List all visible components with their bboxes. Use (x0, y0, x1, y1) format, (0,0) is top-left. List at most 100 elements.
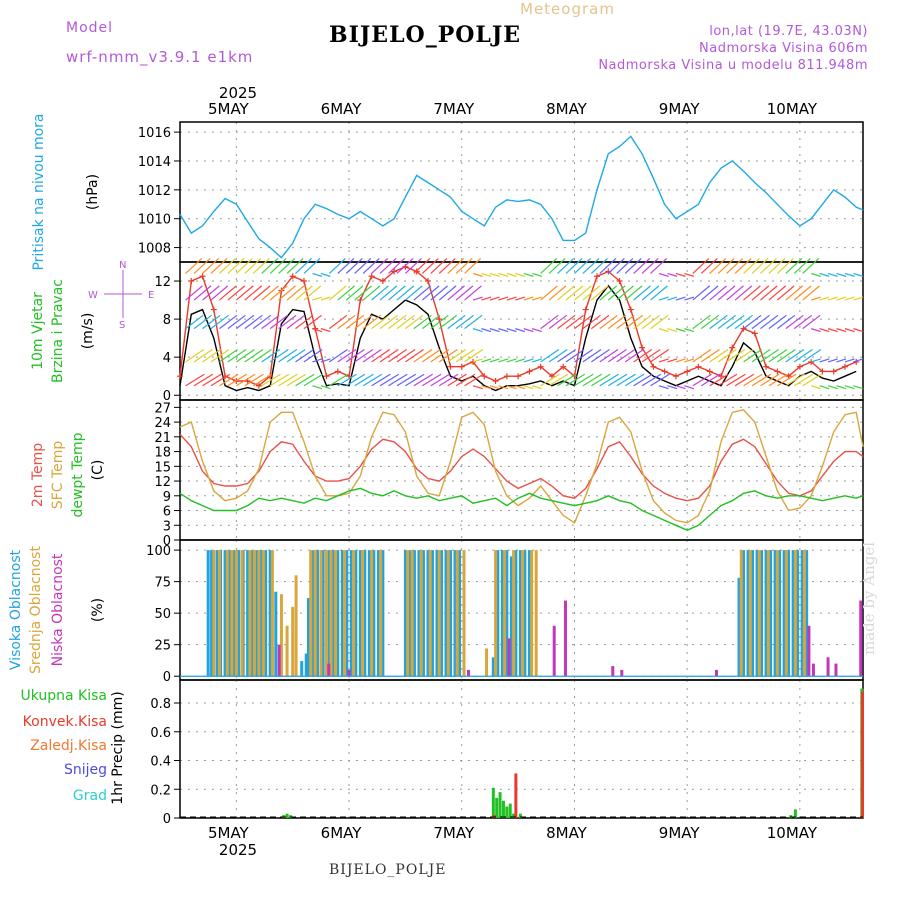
precipitation-y-tick-label: 0.2 (150, 783, 171, 798)
wind-arrow (252, 373, 273, 387)
clouds-bar-cloud_low (347, 669, 351, 677)
precipitation-bar-precip_total (495, 797, 499, 818)
gust-marker (391, 268, 398, 275)
wind-arrow (658, 358, 669, 363)
clouds-bar-cloud_mid (261, 550, 265, 677)
clouds-bar-cloud_high (255, 550, 259, 677)
wind-arrow (692, 285, 711, 301)
clouds-bar-cloud_low (277, 644, 281, 677)
wind-arrow (515, 385, 526, 390)
wind-arrow (582, 314, 601, 330)
wind-arrow (557, 285, 575, 301)
clouds-bar-cloud_mid (370, 550, 374, 677)
gust-marker (830, 368, 837, 375)
precipitation-bar-precip_total (285, 813, 289, 818)
clouds-y-tick-label: 0 (163, 670, 171, 685)
wind-arrow (777, 373, 797, 387)
clouds-bar-cloud_low (620, 669, 624, 677)
pressure-frame (179, 121, 864, 263)
clouds-bar-cloud_high (764, 550, 768, 677)
wind-arrow (692, 314, 711, 330)
wind-arrow (506, 272, 517, 277)
wind-arrow (438, 257, 456, 274)
wind-arrow (227, 285, 246, 301)
clouds-bar-cloud_high (742, 550, 746, 677)
wind-arrow (751, 373, 772, 387)
wind-arrow (532, 272, 542, 277)
wind-arrow (599, 373, 619, 387)
clouds-bar-cloud_high (496, 550, 500, 677)
clouds-bar-cloud_mid (234, 550, 238, 677)
wind-arrow (810, 385, 821, 390)
wind-arrow (565, 314, 584, 330)
wind-arrow (700, 373, 721, 387)
wind-arrow (472, 328, 483, 333)
wind-arrow (523, 385, 534, 390)
wind-arrow (523, 272, 534, 277)
wind-arrow (261, 257, 279, 274)
clouds-bar-cloud_high (274, 591, 278, 677)
wind-arrow (684, 272, 695, 277)
compass-e: E (148, 290, 154, 301)
wind-arrow (210, 257, 228, 274)
wind-arrow (455, 257, 473, 274)
wind-arrow (616, 257, 634, 274)
wind-arrow (641, 349, 661, 363)
temperature-y-tick-label: 18 (154, 446, 171, 461)
wind-arrow (802, 373, 822, 387)
wind-arrow (607, 257, 625, 274)
clouds-bar-cloud_mid (757, 550, 761, 677)
wind-arrow (413, 314, 432, 330)
gust-marker (379, 278, 386, 285)
wind-arrow (447, 285, 465, 301)
gust-marker (661, 368, 668, 375)
clouds-bar-cloud_high (800, 550, 804, 677)
wind-arrow (532, 385, 542, 390)
wind-arrow (633, 257, 651, 274)
wind-arrow (667, 385, 678, 390)
wind-arrow (396, 257, 414, 274)
clouds-bar-cloud_mid (437, 550, 441, 677)
wind-arrow (481, 328, 492, 333)
temperature-y-tick-label: 0 (163, 534, 171, 549)
wind-arrow (793, 285, 812, 301)
credit-watermark: made by Angel (860, 541, 878, 655)
gust-marker (594, 273, 601, 280)
wind-arrow (320, 296, 331, 301)
wind-arrow (202, 314, 221, 330)
gust-marker (740, 325, 747, 332)
wind-arrow (506, 358, 517, 363)
wind-arrow (616, 349, 636, 363)
wind-arrow (523, 328, 534, 333)
wind-arrow (624, 349, 644, 363)
temp-axis-title-3: dewpt Temp (70, 432, 86, 517)
wind-arrow (219, 285, 237, 301)
clouds-bar-cloud_low (507, 638, 511, 677)
wind-arrow (261, 285, 279, 301)
temp-unit: (C) (90, 460, 106, 481)
wind-arrow (684, 296, 695, 301)
wind-arrow (455, 349, 475, 363)
wind-arrow (607, 373, 628, 387)
wind-arrow (802, 285, 820, 301)
footer-title: BIJELO_POLJE (329, 862, 447, 878)
wind-arrow (607, 285, 626, 301)
wind-arrow (751, 257, 769, 274)
wind-arrow (810, 328, 821, 333)
gust-marker (300, 278, 307, 285)
temperature-y-tick-label: 12 (154, 475, 171, 490)
panel-pressure: 1008 1010 1012 1014 1016 (138, 121, 864, 263)
precipitation-bar-precip_total (512, 813, 516, 818)
clouds-bar-cloud_mid (225, 550, 229, 677)
wind-arrow (219, 257, 236, 274)
wind-arrow (675, 296, 686, 301)
wind-arrow (641, 257, 659, 274)
wind-arrow (405, 257, 422, 274)
wind-arrow (447, 349, 467, 363)
clouds-bar-cloud_mid (530, 550, 534, 677)
wind-arrow (658, 328, 669, 333)
wind-arrow (202, 349, 222, 363)
wind-arrow (295, 349, 315, 363)
